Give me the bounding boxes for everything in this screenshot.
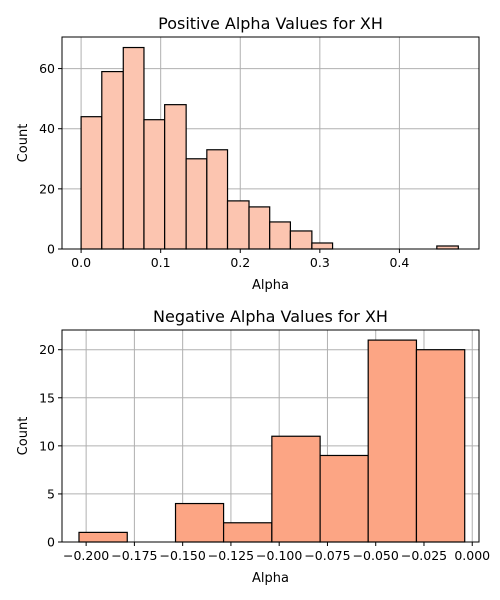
y-tick-label: 20	[39, 342, 55, 357]
y-tick-label: 0	[47, 535, 55, 550]
x-tick-label: 0.3	[310, 255, 330, 270]
x-tick-label: −0.125	[208, 548, 254, 563]
chart-title: Positive Alpha Values for XH	[158, 14, 383, 33]
y-tick-label: 40	[39, 121, 55, 136]
y-tick-label: 15	[39, 390, 55, 405]
x-axis-label: Alpha	[252, 278, 289, 293]
histogram-bar	[222, 522, 273, 543]
histogram-bar	[269, 221, 291, 250]
histogram-bar	[122, 46, 145, 250]
negative-alpha-histogram: −0.200 −0.175 −0.150 −0.125 −0.100 −0.075 −0.0…	[16, 307, 490, 586]
x-tick-label: 0.0	[71, 255, 91, 270]
x-tick-label: −0.100	[256, 548, 302, 563]
positive-alpha-histogram: 0.0 0.1 0.2 0.3 0.4 0 20 40 60 Positive Alpha Val…	[16, 14, 480, 293]
x-tick-label: −0.025	[401, 548, 447, 563]
histogram-bar	[319, 454, 369, 543]
x-tick-label: 0.2	[230, 255, 250, 270]
plot-frame	[61, 36, 480, 250]
y-tick-label: 0	[47, 242, 55, 257]
x-tick-label: −0.200	[63, 548, 109, 563]
x-tick-label: 0.1	[151, 255, 171, 270]
plot-frame	[61, 329, 480, 543]
y-axis-label: Count	[16, 417, 31, 456]
histogram-bar	[226, 200, 250, 250]
histogram-bar	[367, 339, 418, 543]
histogram-bar	[206, 149, 229, 250]
y-tick-label: 10	[39, 438, 55, 453]
histogram-bar	[248, 206, 271, 250]
x-tick-label: 0.4	[389, 255, 409, 270]
x-tick-label: −0.075	[304, 548, 350, 563]
x-tick-label: −0.150	[160, 548, 206, 563]
histogram-bar	[80, 116, 103, 250]
histogram-bar	[271, 435, 321, 543]
histogram-bar	[78, 531, 128, 543]
histogram-bar	[289, 230, 313, 250]
chart-title: Negative Alpha Values for XH	[153, 307, 388, 326]
y-tick-label: 20	[39, 181, 55, 196]
y-tick-label: 60	[39, 61, 55, 76]
histogram-bar	[311, 242, 334, 250]
histogram-bar	[164, 104, 187, 250]
x-axis-label: Alpha	[252, 571, 289, 586]
histogram-bar	[143, 119, 166, 250]
histogram-bar	[185, 158, 208, 250]
histogram-bar	[415, 349, 466, 543]
x-tick-label: 0.000	[454, 548, 490, 563]
x-tick-label: −0.050	[353, 548, 399, 563]
histogram-bar	[101, 70, 124, 250]
x-tick-label: −0.175	[111, 548, 157, 563]
y-axis-label: Count	[16, 124, 31, 163]
histogram-bar	[174, 502, 225, 543]
y-tick-label: 5	[47, 486, 55, 501]
